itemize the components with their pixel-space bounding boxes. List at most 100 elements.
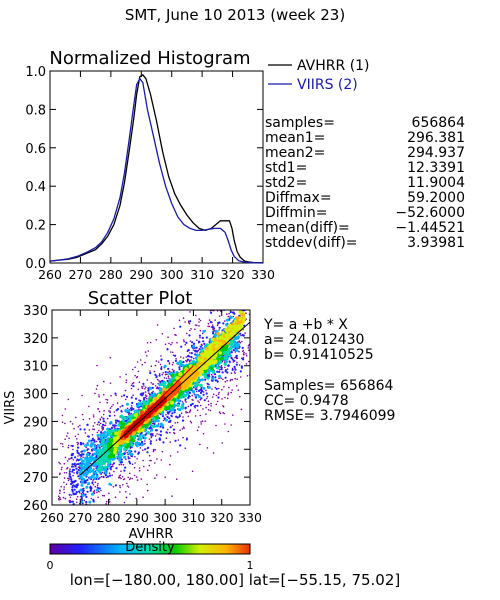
density-point (105, 503, 107, 505)
density-point (169, 431, 171, 434)
density-point (192, 357, 195, 360)
density-point (64, 438, 66, 441)
density-point (224, 423, 226, 425)
density-point (72, 480, 75, 483)
density-point (74, 435, 77, 438)
density-point (147, 387, 150, 390)
density-point (245, 287, 247, 289)
density-point (64, 497, 67, 500)
density-point (166, 415, 169, 418)
density-point (129, 472, 131, 475)
density-point (107, 454, 112, 459)
density-point (154, 449, 157, 451)
density-point (242, 356, 245, 359)
density-point (211, 324, 214, 326)
density-point (186, 411, 189, 414)
density-point (216, 400, 219, 403)
density-point (140, 443, 144, 447)
density-point (121, 422, 126, 427)
density-point (65, 536, 67, 538)
density-point (138, 469, 141, 472)
density-point (92, 428, 94, 431)
density-point (113, 447, 118, 452)
density-point (196, 429, 199, 432)
density-point (147, 469, 149, 472)
density-point (142, 400, 146, 404)
density-point (144, 394, 147, 397)
density-point (91, 437, 94, 440)
density-point (144, 448, 147, 451)
density-point (67, 444, 70, 447)
density-point (184, 321, 186, 323)
density-point (199, 345, 202, 348)
density-point (113, 470, 115, 473)
density-point (166, 348, 169, 351)
density-point (129, 407, 133, 410)
density-point (212, 330, 215, 333)
density-point (168, 342, 170, 345)
density-point (186, 332, 188, 335)
density-point (158, 373, 161, 375)
density-point (238, 306, 240, 308)
density-point (189, 311, 191, 313)
density-point (123, 452, 126, 455)
density-point (71, 444, 74, 448)
density-point (162, 419, 165, 422)
density-point (171, 408, 175, 412)
density-point (108, 474, 112, 477)
density-point (242, 286, 244, 288)
density-point (185, 341, 188, 344)
density-point (114, 532, 116, 534)
density-point (163, 377, 166, 379)
density-point (163, 364, 167, 368)
density-point (182, 357, 185, 359)
density-point (218, 391, 220, 394)
density-point (98, 395, 100, 398)
density-point (63, 477, 66, 479)
density-point (241, 334, 244, 337)
density-point (212, 452, 215, 454)
density-point (195, 383, 199, 387)
density-point (101, 429, 104, 431)
density-point (158, 387, 162, 390)
x-tick-label: 260 (38, 267, 62, 282)
density-point (109, 382, 112, 385)
density-point (178, 368, 181, 371)
density-point (176, 341, 178, 344)
density-point (143, 397, 146, 400)
density-point (228, 386, 230, 389)
density-point (181, 419, 185, 422)
density-point (128, 460, 131, 463)
density-point (84, 432, 87, 434)
density-point (83, 428, 86, 431)
density-point (79, 428, 82, 431)
density-point (75, 460, 78, 462)
density-point (130, 450, 133, 453)
density-point (85, 501, 88, 504)
density-point (234, 377, 236, 380)
density-point (158, 380, 160, 382)
density-point (198, 340, 201, 343)
density-point (77, 506, 79, 508)
density-point (102, 461, 106, 465)
density-point (88, 456, 92, 460)
density-point (60, 468, 63, 471)
density-point (97, 444, 101, 448)
y-tick-label: 0.0 (25, 257, 46, 272)
density-point (150, 428, 154, 432)
density-point (210, 402, 212, 405)
density-point (193, 342, 196, 345)
x-tick-label: 330 (251, 267, 275, 282)
density-point (65, 511, 67, 513)
density-point (142, 459, 144, 462)
density-point (224, 356, 228, 360)
density-point (69, 506, 71, 508)
density-point (97, 482, 99, 485)
density-point (186, 349, 190, 352)
density-point (76, 451, 79, 454)
density-point (237, 307, 239, 309)
y-tick-label: 1.0 (25, 65, 46, 80)
density-point (232, 414, 234, 416)
density-point (113, 411, 116, 413)
density-point (119, 474, 122, 477)
